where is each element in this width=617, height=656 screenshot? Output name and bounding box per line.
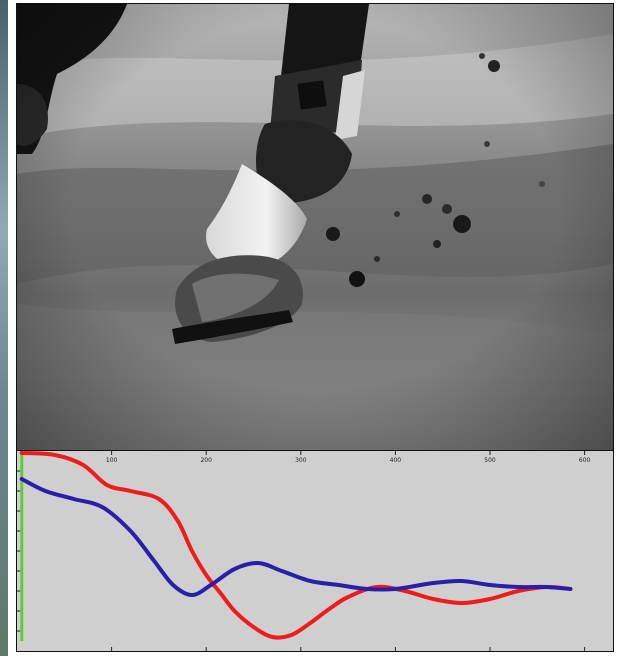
horse-hoof-video-frame — [17, 4, 613, 450]
video-frame-panel — [16, 3, 614, 451]
series-line-red — [19, 451, 573, 640]
x-tick-label: 300 — [295, 457, 307, 464]
figure-window: 100 200 300 400 500 600 — [8, 0, 617, 656]
x-tick-label: 500 — [484, 457, 496, 464]
series-line-blue — [19, 477, 573, 597]
x-tick-label: 200 — [200, 457, 212, 464]
trajectory-plot: 100 200 300 400 500 600 — [16, 450, 614, 652]
x-tick-label: 400 — [390, 457, 402, 464]
trajectory-plot-canvas: 100 200 300 400 500 600 — [17, 451, 591, 651]
x-tick-label: 600 — [579, 457, 591, 464]
x-tick-label: 100 — [106, 457, 118, 464]
